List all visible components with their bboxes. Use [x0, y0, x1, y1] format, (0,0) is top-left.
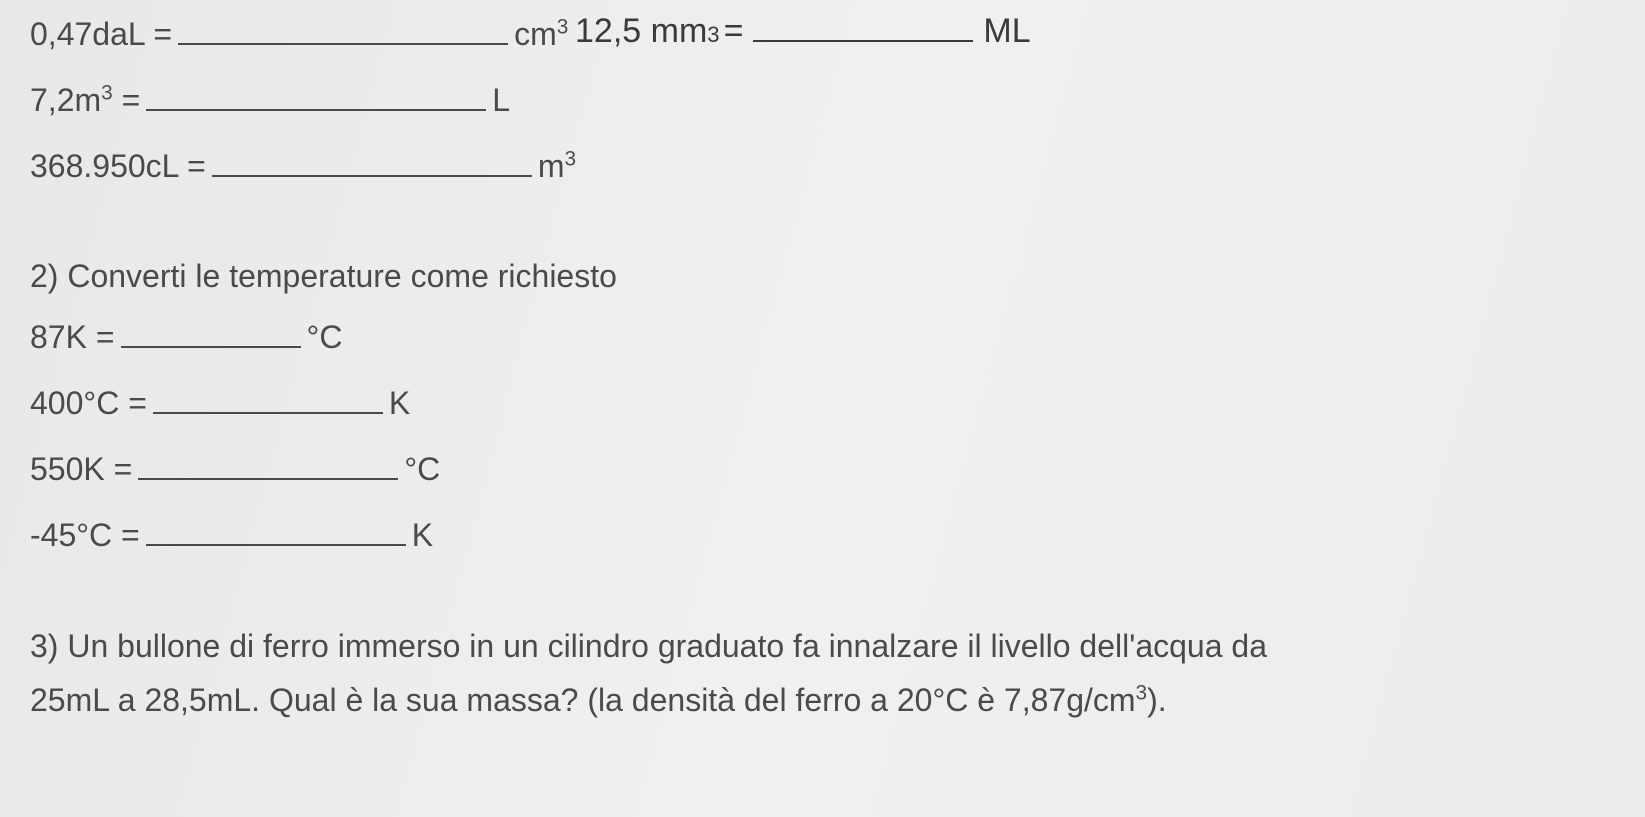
temperature-lhs: 400°C = [30, 379, 147, 427]
conversion-unit: m3 [538, 142, 576, 190]
problem-text-suffix: ). [1147, 682, 1167, 718]
answer-blank[interactable] [146, 79, 486, 111]
temperature-lhs: 550K = [30, 445, 132, 493]
temperature-unit: °C [307, 313, 343, 361]
temperature-row: 550K = °C [30, 445, 1615, 493]
temperature-row: 400°C = K [30, 379, 1615, 427]
section-2-heading: 2) Converti le temperature come richiest… [30, 258, 1615, 295]
handwritten-equals: = [724, 12, 744, 51]
handwritten-unit: ML [983, 12, 1030, 51]
problem-text-line: 25mL a 28,5mL. Qual è la sua massa? (la … [30, 673, 1615, 727]
answer-blank[interactable] [178, 13, 508, 45]
temperature-row: -45°C = K [30, 511, 1615, 559]
handwritten-annotation: 12,5 mm 3 = ML [575, 8, 1031, 51]
answer-blank[interactable] [146, 514, 406, 546]
answer-blank[interactable] [212, 145, 532, 177]
conversion-row: 7,2m3 = L [30, 76, 1615, 124]
conversion-row: 368.950cL = m3 [30, 142, 1615, 190]
conversion-lhs: 368.950cL = [30, 142, 206, 190]
handwritten-blank[interactable] [753, 8, 973, 42]
answer-blank[interactable] [153, 382, 383, 414]
temperature-unit: K [389, 379, 410, 427]
answer-blank[interactable] [121, 316, 301, 348]
conversion-lhs: 7,2m3 = [30, 76, 140, 124]
section-2: 2) Converti le temperature come richiest… [30, 258, 1615, 559]
temperature-unit: °C [404, 445, 440, 493]
answer-blank[interactable] [138, 448, 398, 480]
temperature-unit: K [412, 511, 433, 559]
problem-text-sup: 3 [1136, 682, 1148, 705]
temperature-lhs: 87K = [30, 313, 115, 361]
conversion-lhs: 0,47daL = [30, 10, 172, 58]
problem-text-line: 3) Un bullone di ferro immerso in un cil… [30, 619, 1615, 673]
section-3: 3) Un bullone di ferro immerso in un cil… [30, 619, 1615, 728]
handwritten-lhs: 12,5 mm [575, 12, 707, 51]
conversion-unit: cm3 [514, 10, 568, 58]
problem-text-prefix: 25mL a 28,5mL. Qual è la sua massa? (la … [30, 682, 1136, 718]
conversion-unit: L [492, 76, 510, 124]
temperature-row: 87K = °C [30, 313, 1615, 361]
temperature-lhs: -45°C = [30, 511, 140, 559]
